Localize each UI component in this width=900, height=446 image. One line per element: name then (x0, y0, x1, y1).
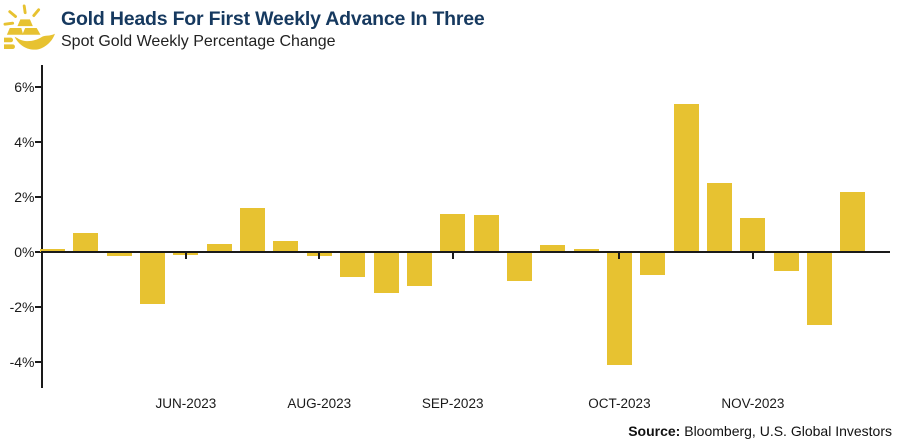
header: Gold Heads For First Weekly Advance In T… (2, 4, 485, 54)
bar (140, 252, 166, 305)
bar (673, 103, 699, 252)
bar (206, 243, 232, 252)
page-title: Gold Heads For First Weekly Advance In T… (61, 8, 485, 30)
bar (807, 252, 833, 325)
x-tick-mark (184, 252, 187, 259)
x-tick-label: OCT-2023 (588, 396, 651, 411)
source-line: Source: Bloomberg, U.S. Global Investors (628, 423, 892, 439)
chart-subtitle: Spot Gold Weekly Percentage Change (61, 33, 336, 50)
y-tick-mark (34, 361, 41, 363)
y-tick-mark (34, 306, 41, 308)
y-tick-label: 0% (14, 244, 35, 260)
x-tick-mark (751, 252, 754, 259)
bar (740, 217, 766, 252)
bar (406, 252, 432, 287)
bar (640, 252, 666, 276)
x-tick-label: JUN-2023 (155, 396, 217, 411)
bar (40, 249, 65, 252)
x-tick-mark (318, 252, 321, 259)
bar (373, 252, 399, 294)
bar (340, 252, 366, 277)
bar (707, 183, 732, 252)
y-tick-mark (34, 251, 41, 253)
x-tick-mark (618, 252, 621, 259)
bar (506, 252, 532, 281)
y-tick-label: 6% (14, 79, 35, 95)
bar (273, 241, 299, 252)
source-text: Bloomberg, U.S. Global Investors (680, 423, 892, 439)
x-tick-label: SEP-2023 (421, 396, 484, 411)
bar (440, 213, 466, 252)
y-axis-line (40, 65, 43, 388)
x-tick-label: AUG-2023 (287, 396, 352, 411)
y-tick-label: -2% (9, 299, 35, 315)
y-tick-mark (34, 86, 41, 88)
source-label: Source: (628, 423, 681, 439)
zero-line (40, 251, 890, 253)
bar (773, 252, 799, 272)
y-tick-label: -4% (9, 354, 35, 370)
y-tick-label: 4% (14, 134, 35, 150)
y-tick-mark (34, 196, 41, 198)
gold-hand-icon (2, 4, 56, 54)
y-tick-label: 2% (14, 189, 35, 205)
bar (240, 208, 266, 252)
x-tick-label: NOV-2023 (721, 396, 785, 411)
bar (840, 191, 866, 252)
bar (106, 252, 132, 257)
y-tick-mark (34, 141, 41, 143)
x-tick-mark (451, 252, 454, 259)
header-titles: Gold Heads For First Weekly Advance In T… (61, 4, 485, 51)
bar (606, 252, 632, 365)
bar (540, 245, 566, 252)
bar (73, 232, 99, 252)
bar (573, 249, 599, 252)
bar (473, 214, 499, 252)
